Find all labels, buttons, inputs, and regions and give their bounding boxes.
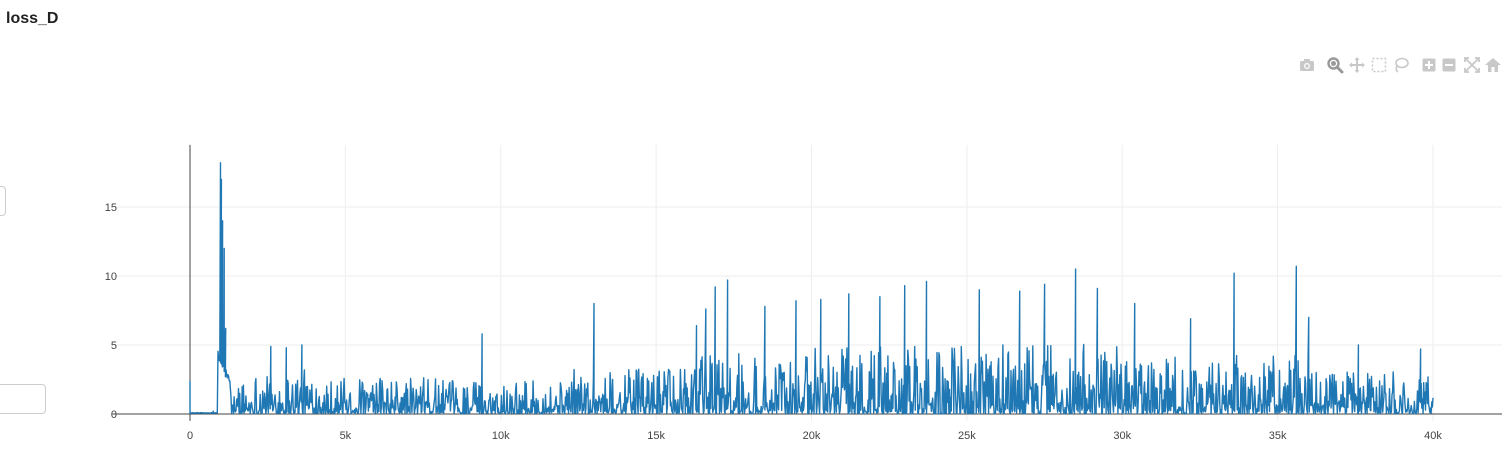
x-tick-label: 30k (1113, 430, 1131, 442)
loss-line (189, 162, 1434, 415)
side-control-box[interactable] (0, 186, 6, 216)
box-select-icon[interactable] (1370, 56, 1388, 74)
x-tick-label: 0 (187, 430, 193, 442)
zoom-in-icon[interactable] (1420, 56, 1438, 74)
autoscale-icon[interactable] (1463, 56, 1481, 74)
pan-icon[interactable] (1348, 56, 1366, 74)
x-tick-label: 5k (340, 430, 352, 442)
tick-labels: 0 5k 10k 15k 20k 25k 30k 35k 40k 0 5 10 15 (105, 202, 1443, 442)
y-tick-label: 0 (111, 409, 117, 421)
modebar (1296, 56, 1502, 76)
reset-axes-icon[interactable] (1484, 56, 1502, 74)
grid-lines (112, 144, 1502, 421)
x-tick-label: 20k (803, 430, 821, 442)
chart-title: loss_D (6, 10, 59, 27)
x-tick-label: 35k (1269, 430, 1287, 442)
x-tick-label: 10k (492, 430, 510, 442)
x-tick-label: 40k (1424, 430, 1442, 442)
zoom-icon[interactable] (1326, 56, 1344, 74)
y-tick-label: 5 (111, 340, 117, 352)
axes (112, 144, 1502, 421)
camera-icon[interactable] (1298, 56, 1316, 74)
zoom-out-icon[interactable] (1440, 56, 1458, 74)
plot-area[interactable]: 0 5k 10k 15k 20k 25k 30k 35k 40k 0 5 10 15 (0, 130, 1502, 464)
x-tick-label: 25k (958, 430, 976, 442)
y-tick-label: 15 (105, 202, 117, 214)
y-tick-label: 10 (105, 271, 117, 283)
side-input-box[interactable] (0, 384, 46, 414)
lasso-icon[interactable] (1392, 56, 1410, 74)
loss-trace (189, 162, 1434, 415)
x-tick-label: 15k (647, 430, 665, 442)
